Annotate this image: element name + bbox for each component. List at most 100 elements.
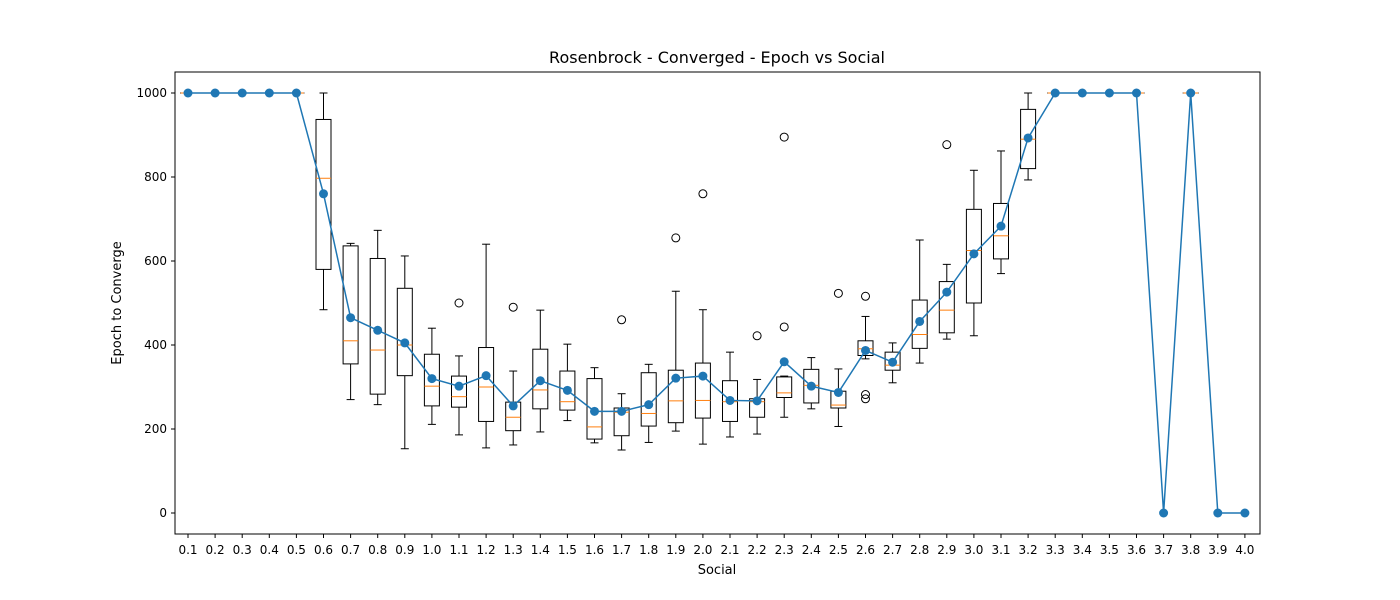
mean-point (1104, 88, 1114, 98)
mean-point (291, 88, 301, 98)
x-tick-label: 3.4 (1073, 543, 1092, 557)
mean-point (590, 406, 599, 416)
x-tick-label: 1.8 (639, 543, 658, 557)
mean-point (752, 396, 762, 406)
mean-point (1159, 508, 1169, 518)
box-iqr (776, 376, 793, 399)
y-tick-label: 1000 (136, 86, 167, 100)
mean-point (996, 221, 1006, 231)
x-tick-label: 3.9 (1208, 543, 1227, 557)
mean-point (915, 316, 925, 326)
box-outlier (942, 140, 952, 150)
mean-point (400, 338, 410, 348)
mean-point (319, 189, 328, 199)
y-tick-label: 600 (144, 254, 167, 268)
y-tick-label: 400 (144, 338, 167, 352)
x-tick-label: 0.6 (314, 543, 333, 557)
mean-point (264, 88, 274, 98)
box-iqr (640, 372, 657, 427)
axes-frame (174, 71, 1261, 535)
box-outlier (861, 291, 870, 301)
mean-point (183, 88, 193, 98)
box-iqr (911, 299, 928, 349)
box-iqr (857, 340, 874, 356)
mean-point (617, 406, 627, 416)
mean-point (427, 374, 437, 384)
mean-point (562, 385, 572, 395)
box-outlier (779, 132, 789, 142)
mean-point (1077, 88, 1087, 98)
mean-point (888, 357, 898, 367)
x-tick-label: 0.5 (287, 543, 306, 557)
box-outlier (454, 298, 464, 308)
x-tick-label: 1.3 (504, 543, 523, 557)
x-tick-label: 1.4 (531, 543, 550, 557)
box-outlier (698, 189, 708, 199)
y-axis-title: Epoch to Converge (110, 241, 125, 364)
x-tick-label: 3.6 (1127, 543, 1146, 557)
x-tick-label: 0.4 (260, 543, 279, 557)
mean-point (725, 395, 735, 405)
box-iqr (965, 208, 982, 304)
box-iqr (451, 375, 467, 408)
box-outlier (861, 390, 870, 400)
mean-point (1213, 508, 1223, 518)
x-tick-label: 1.5 (558, 543, 577, 557)
x-tick-label: 3.7 (1154, 543, 1173, 557)
mean-point (698, 371, 708, 381)
x-tick-label: 4.0 (1235, 543, 1254, 557)
mean-point (779, 357, 789, 367)
mean-point (373, 325, 383, 335)
x-tick-label: 2.7 (883, 543, 902, 557)
mean-point (508, 401, 518, 411)
mean-point (535, 376, 545, 386)
x-tick-label: 2.1 (720, 543, 739, 557)
x-tick-label: 2.0 (693, 543, 712, 557)
x-tick-label: 1.6 (585, 543, 604, 557)
box-iqr (559, 370, 576, 411)
mean-point (346, 313, 356, 323)
box-outlier (671, 233, 681, 243)
y-tick-label: 0 (159, 506, 167, 520)
mean-point (833, 387, 843, 397)
x-tick-label: 2.2 (748, 543, 767, 557)
x-tick-label: 3.8 (1181, 543, 1200, 557)
x-tick-label: 0.7 (341, 543, 360, 557)
box-outlier (752, 331, 762, 341)
plot-area: 0 200 400 600 800 1000 0.1 0.2 0.3 0.4 0.5 0.6 0.7 0.… (136, 71, 1261, 557)
mean-point (671, 373, 681, 383)
x-tick-label: 3.0 (964, 543, 983, 557)
box-outlier (861, 394, 870, 404)
box-outlier (617, 315, 627, 325)
box-iqr (938, 281, 955, 334)
mean-point (1186, 88, 1196, 98)
mean-point (861, 345, 870, 355)
box-iqr (993, 202, 1009, 260)
x-tick-label: 0.3 (233, 543, 252, 557)
box-iqr (315, 118, 332, 270)
mean-line (188, 92, 1245, 514)
x-tick-label: 1.1 (449, 543, 468, 557)
x-axis-title: Social (698, 563, 737, 578)
box-outlier (508, 302, 518, 312)
box-iqr (396, 287, 413, 377)
x-tick-label: 1.7 (612, 543, 631, 557)
box-iqr (586, 378, 603, 440)
x-tick-label: 2.9 (937, 543, 956, 557)
x-tick-label: 2.4 (802, 543, 821, 557)
box-iqr (667, 369, 684, 424)
mean-point (942, 287, 952, 297)
box-iqr (694, 362, 711, 419)
x-tick-label: 2.6 (856, 543, 875, 557)
chart-title: Rosenbrock - Converged - Epoch vs Social (549, 48, 885, 67)
x-tick-label: 0.2 (206, 543, 225, 557)
mean-point (481, 371, 491, 381)
mean-point (454, 381, 464, 391)
mean-point (806, 381, 816, 391)
box-outlier (779, 322, 789, 332)
x-tick-label: 3.2 (1019, 543, 1038, 557)
mean-point (644, 400, 654, 410)
x-tick-label: 0.8 (368, 543, 387, 557)
